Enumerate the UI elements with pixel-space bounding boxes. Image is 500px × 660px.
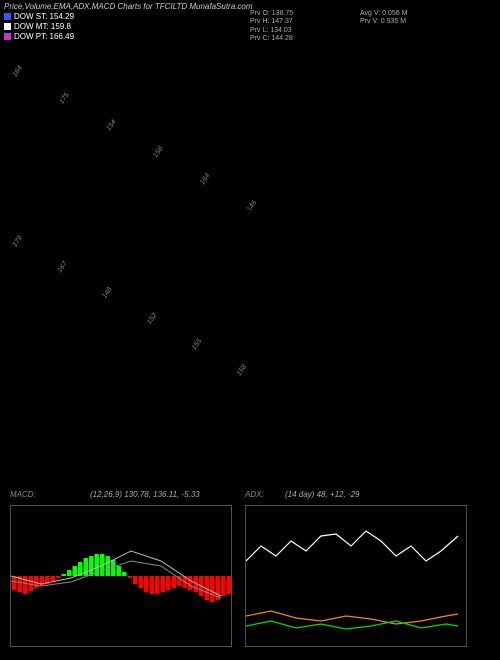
svg-text:179: 179 xyxy=(12,235,24,249)
legend-swatch xyxy=(4,13,11,20)
adx-values: (14 day) 48, +12, -29 xyxy=(285,490,360,499)
prev-ohlc-block: Prv O: 138.75Prv H: 147.37Prv L: 134.03P… xyxy=(250,10,293,44)
legend-label: DOW ST: 154.29 xyxy=(14,12,74,21)
svg-text:146: 146 xyxy=(246,199,258,210)
svg-text:152: 152 xyxy=(146,312,158,326)
svg-text:158: 158 xyxy=(236,363,248,377)
svg-text:184: 184 xyxy=(12,65,24,79)
ema-panel: 1841751541581641461771801791811571601741… xyxy=(0,50,500,210)
svg-text:155: 155 xyxy=(191,338,203,352)
svg-text:175: 175 xyxy=(58,92,70,106)
candlestick-panel: 1791671481521551581461711771611721641651… xyxy=(0,220,500,390)
svg-text:146: 146 xyxy=(281,389,293,390)
volume-block: Avg V: 0.056 MPrv V: 0.935 M xyxy=(360,10,407,27)
legend-swatch xyxy=(4,23,11,30)
legend-swatch xyxy=(4,33,11,40)
legend-label: DOW PT: 166.49 xyxy=(14,32,74,41)
svg-text:154: 154 xyxy=(105,119,117,133)
svg-text:148: 148 xyxy=(101,286,113,300)
macd-values: (12,26,9) 130.78, 136.11, -5.33 xyxy=(90,490,200,499)
svg-text:164: 164 xyxy=(199,172,211,186)
macd-adx-panel: MACD: (12,26,9) 130.78, 136.11, -5.33 ADX:… xyxy=(0,490,500,650)
svg-text:158: 158 xyxy=(152,145,164,159)
adx-label: ADX: xyxy=(245,490,264,499)
svg-text:167: 167 xyxy=(56,260,69,274)
macd-label: MACD: xyxy=(10,490,36,499)
legend-label: DOW MT: 159.8 xyxy=(14,22,71,31)
